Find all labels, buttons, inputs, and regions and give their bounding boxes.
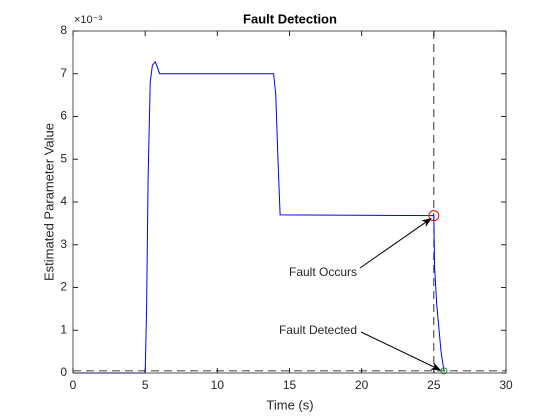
x-tick-label: 0 (70, 378, 77, 392)
x-tick-label: 20 (355, 378, 369, 392)
detection-marker (440, 367, 448, 375)
annotation-arrow (360, 331, 441, 371)
y-tick-label: 5 (60, 151, 67, 165)
y-tick-label: 4 (60, 194, 67, 208)
x-tick-label: 5 (142, 378, 149, 392)
y-tick-label: 3 (60, 237, 67, 251)
x-tick-label: 25 (427, 378, 441, 392)
y-tick-label: 1 (60, 322, 67, 336)
y-tick-label: 8 (60, 23, 67, 37)
chart-title: Fault Detection (243, 11, 337, 26)
y-tick-label: 2 (60, 280, 67, 294)
annotation: Fault Occurs (289, 265, 357, 279)
y-tick-label: 6 (60, 109, 67, 123)
x-axis-label: Time (s) (266, 397, 313, 412)
annotation: Fault Detected (279, 323, 357, 337)
annotation-arrow (359, 218, 432, 269)
y-tick-label: 0 (60, 365, 67, 379)
axes-box (72, 30, 507, 374)
y-tick-label: 7 (60, 66, 67, 80)
x-tick-label: 30 (499, 378, 513, 392)
y-multiplier: ×10⁻³ (74, 14, 102, 26)
x-tick-label: 15 (283, 378, 297, 392)
plot-area (73, 31, 506, 373)
data-line (73, 60, 445, 374)
fault-marker (428, 210, 440, 222)
y-axis-label: Estimated Parameter Value (41, 123, 56, 281)
x-tick-label: 10 (211, 378, 225, 392)
